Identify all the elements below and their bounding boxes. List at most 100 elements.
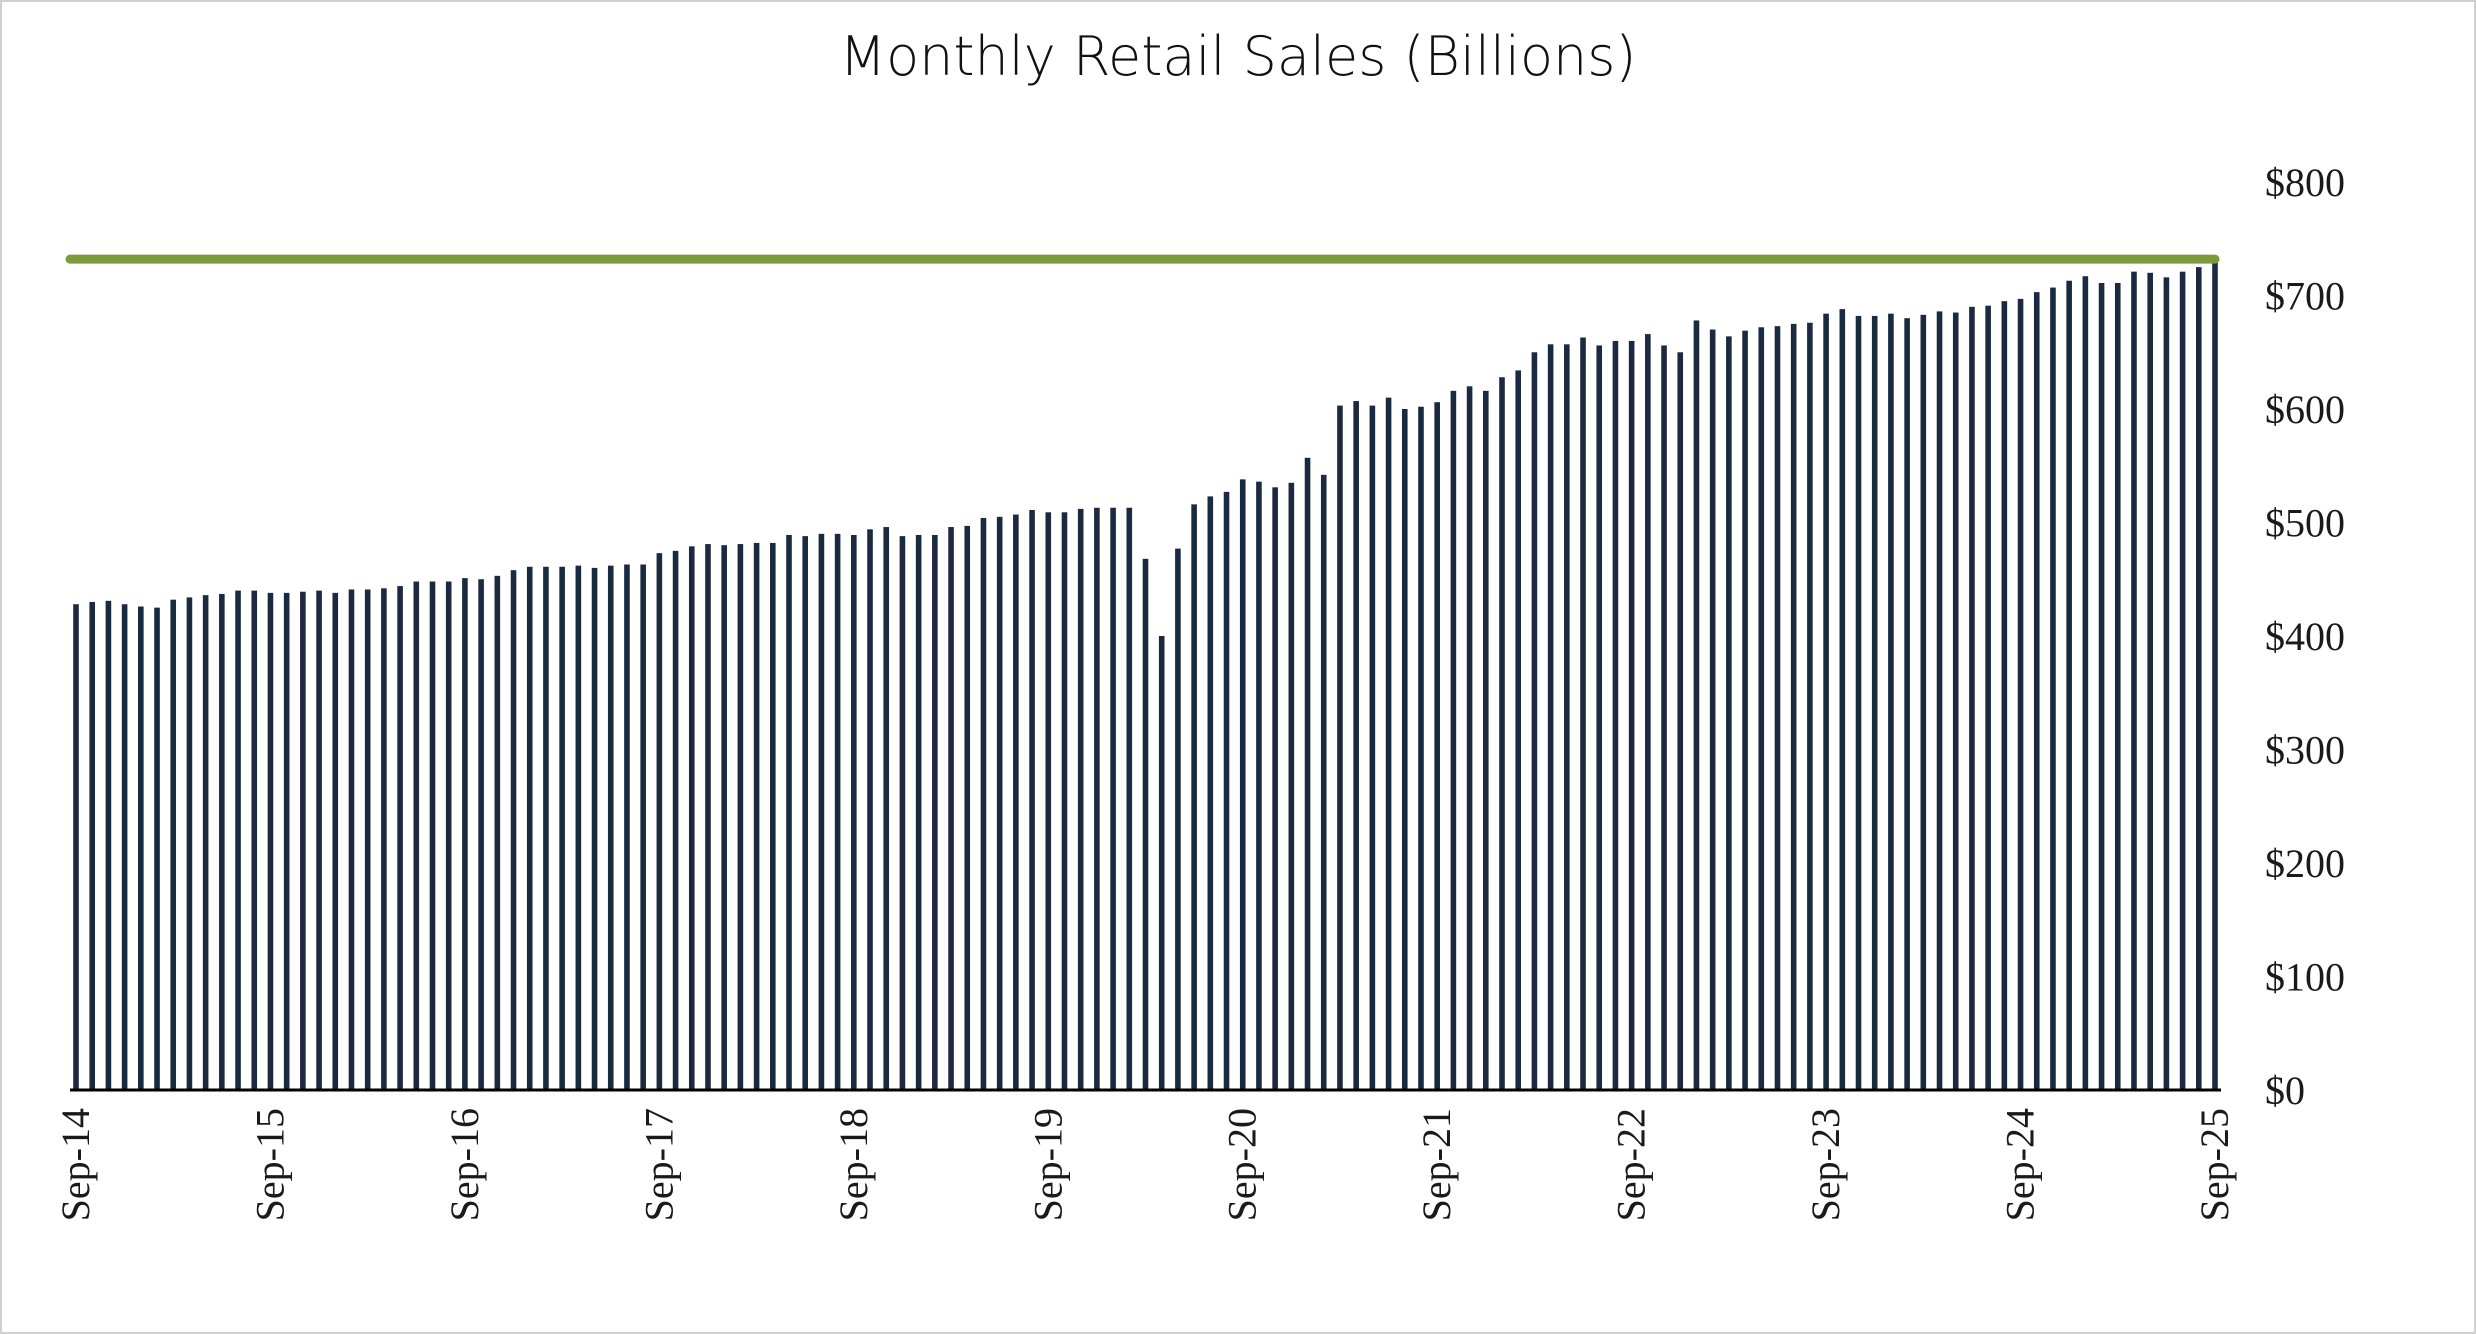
bar	[1418, 406, 1424, 1091]
bar	[413, 581, 420, 1090]
bar	[186, 597, 193, 1090]
bar	[1256, 481, 1262, 1090]
x-tick-label: Sep-15	[247, 1108, 292, 1221]
bar	[2195, 267, 2202, 1090]
y-tick-label: $100	[2265, 955, 2345, 1000]
bar	[1677, 352, 1684, 1090]
bar	[1515, 370, 1522, 1090]
y-tick-label: $300	[2265, 728, 2345, 773]
y-tick-label: $600	[2265, 387, 2345, 432]
x-tick-label: Sep-14	[53, 1108, 98, 1221]
bar	[1693, 320, 1700, 1091]
x-tick-label: Sep-22	[1609, 1108, 1654, 1221]
bar	[1531, 352, 1538, 1090]
bar	[429, 581, 436, 1090]
bar	[316, 590, 322, 1090]
bar	[2163, 277, 2170, 1091]
bar	[1871, 315, 1878, 1090]
chart-title: Monthly Retail Sales (Billions)	[840, 25, 1637, 88]
bar	[348, 589, 355, 1090]
x-tick-label: Sep-17	[636, 1108, 681, 1221]
bar	[1839, 309, 1846, 1090]
bar	[1596, 345, 1603, 1090]
bar	[1612, 340, 1619, 1090]
bar	[591, 567, 598, 1090]
x-tick-label: Sep-19	[1025, 1108, 1070, 1221]
bar	[818, 533, 825, 1090]
bar	[1110, 507, 1116, 1090]
bar	[235, 590, 241, 1090]
bar	[1580, 337, 1586, 1090]
bar	[1661, 345, 1667, 1090]
bar	[1807, 322, 1813, 1090]
bar	[1758, 327, 1765, 1090]
bar	[1304, 457, 1311, 1090]
bar	[607, 565, 614, 1090]
bar	[1029, 510, 1035, 1090]
bar	[899, 536, 906, 1090]
bar	[575, 565, 582, 1090]
bar	[624, 564, 630, 1090]
bar	[1628, 340, 1635, 1090]
bar	[883, 527, 890, 1090]
bar	[526, 566, 533, 1090]
bar	[915, 534, 922, 1090]
bar	[1401, 409, 1408, 1090]
bar	[202, 595, 209, 1090]
bar	[1482, 390, 1489, 1091]
bar	[1434, 402, 1440, 1090]
bar	[1742, 330, 1748, 1090]
x-tick-label: Sep-21	[1414, 1108, 1459, 1221]
bar	[1191, 504, 1197, 1091]
bar	[2212, 259, 2218, 1090]
bar	[219, 594, 225, 1090]
bar	[1709, 329, 1716, 1090]
bar	[2066, 280, 2072, 1090]
bar	[2082, 276, 2089, 1091]
y-tick-label: $800	[2265, 160, 2345, 205]
bar	[721, 545, 727, 1090]
bar	[1466, 386, 1473, 1090]
bar	[1045, 512, 1052, 1090]
bar	[802, 536, 809, 1090]
bar	[1904, 318, 1910, 1090]
bar	[2114, 283, 2121, 1090]
bar	[1223, 491, 1230, 1091]
bar	[543, 566, 549, 1090]
bar	[640, 564, 646, 1090]
bar	[445, 581, 452, 1090]
bar	[364, 589, 371, 1090]
y-tick-label: $0	[2265, 1068, 2305, 1113]
bar	[1645, 334, 1651, 1091]
bar	[753, 542, 760, 1090]
x-tick-label: Sep-16	[442, 1108, 487, 1221]
bar	[1936, 311, 1943, 1090]
bar	[1126, 507, 1133, 1090]
y-tick-label: $700	[2265, 274, 2345, 319]
bar	[121, 604, 128, 1090]
bar	[494, 575, 501, 1090]
bar	[105, 600, 112, 1090]
bar	[397, 586, 403, 1090]
bar	[1320, 474, 1327, 1091]
bar	[769, 542, 776, 1090]
bar	[656, 553, 663, 1090]
bar	[1061, 512, 1068, 1090]
bar	[1774, 326, 1781, 1090]
y-tick-label: $400	[2265, 614, 2345, 659]
bar	[964, 525, 971, 1090]
bar	[1094, 507, 1100, 1090]
bar	[932, 534, 938, 1090]
bar	[737, 544, 744, 1090]
bar	[2033, 292, 2040, 1091]
bar	[1952, 312, 1959, 1090]
bar	[2098, 283, 2105, 1090]
bar	[267, 592, 274, 1090]
bar	[980, 517, 987, 1090]
bar	[996, 516, 1003, 1090]
bar	[1158, 636, 1165, 1090]
bar	[867, 529, 873, 1090]
bar	[948, 527, 954, 1090]
bar	[1985, 305, 1991, 1091]
